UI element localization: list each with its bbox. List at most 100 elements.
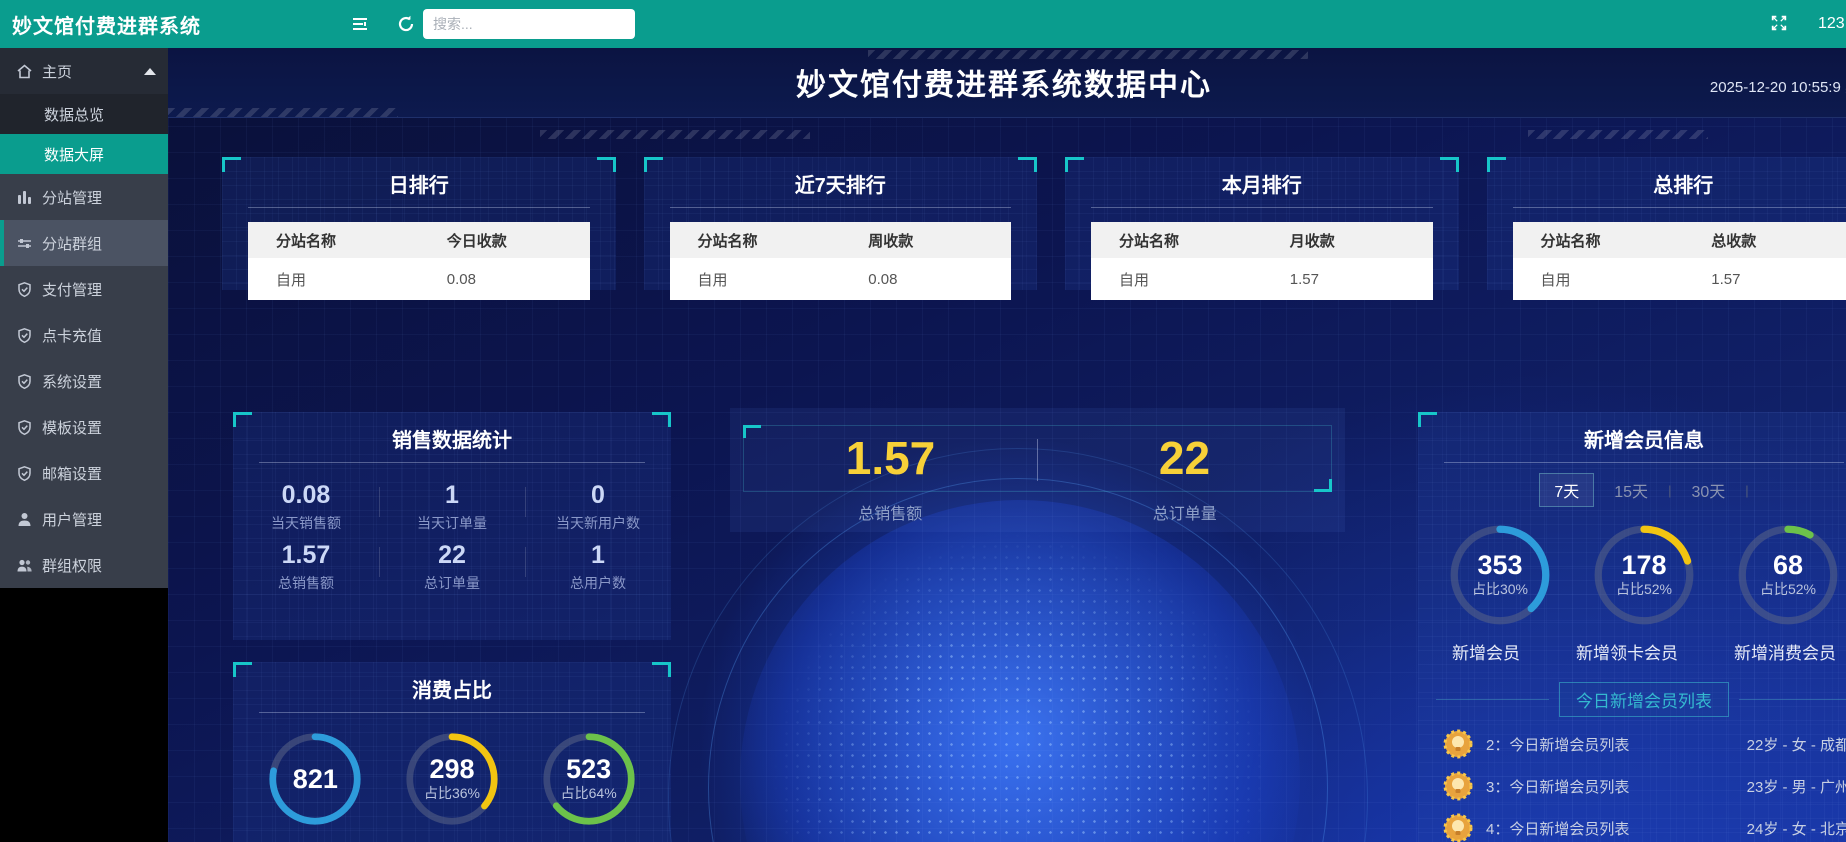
sidebar-item-label: 群组权限 (42, 557, 103, 575)
sidebar-item-data-overview[interactable]: 数据总览 (0, 94, 168, 134)
divider (1436, 699, 1549, 700)
member-rings-row: 353 占比30% 178 占比52% 68 占比52% (1418, 523, 1846, 627)
member-text: 2：今日新增会员列表 (1486, 736, 1630, 754)
user-icon (16, 511, 33, 528)
corner-bracket (1314, 479, 1332, 492)
card-title: 近7天排行 (794, 175, 886, 197)
total-orders-label: 总订单量 (1152, 506, 1217, 523)
rank-table: 分站名称 月收款 自用 1.57 (1091, 222, 1433, 300)
search-input[interactable] (423, 9, 635, 39)
sidebar-item-label: 分站群组 (42, 235, 103, 253)
dashboard-title: 妙文馆付费进群系统数据中心 (796, 69, 1212, 102)
username-label[interactable]: 123 (1818, 15, 1845, 32)
consume-rings-row: 821 298 占比36% 523 占比64% (233, 731, 671, 827)
tab-7-days[interactable]: 7天 (1539, 473, 1595, 507)
member-info: 24岁 - 女 - 北京 (1746, 820, 1846, 838)
member-list-item: 2：今日新增会员列表 22岁 - 女 - 成都 (1418, 729, 1846, 759)
donut-chart-consume-members: 68 占比52% (1736, 523, 1840, 627)
column-header: 今日收款 (446, 232, 507, 250)
total-sales-label: 总销售额 (858, 506, 923, 523)
sidebar-item-card-recharge[interactable]: 点卡充值 (0, 312, 168, 358)
member-text: 3：今日新增会员列表 (1486, 778, 1630, 796)
divider (259, 712, 645, 713)
sidebar-item-substation-manage[interactable]: 分站管理 (0, 174, 168, 220)
totals-box: 1.57 22 (743, 425, 1332, 492)
stats-grid: 0.08 当天销售额 1 当天订单量 0 当天新用户数 1.57 总销售额 22 总订单量… (233, 473, 671, 593)
sidebar-item-group-permissions[interactable]: 群组权限 (0, 542, 168, 588)
member-text: 4：今日新增会员列表 (1486, 820, 1630, 838)
ring-label: 新增消费会员 (1734, 644, 1836, 663)
card-title: 消费占比 (412, 680, 492, 702)
shield-check-icon (16, 327, 33, 344)
amount-value: 0.08 (446, 270, 476, 288)
rank-card-month: 本月排行 分站名称 月收款 自用 1.57 (1065, 157, 1459, 300)
sidebar-item-label: 邮箱设置 (42, 465, 103, 483)
donut-chart-card-members: 178 占比52% (1592, 523, 1696, 627)
site-name: 自用 (276, 271, 307, 289)
amount-value: 0.08 (868, 270, 898, 288)
columns-icon (16, 189, 33, 206)
shield-check-icon (16, 465, 33, 482)
rank-table: 分站名称 今日收款 自用 0.08 (248, 222, 590, 300)
column-header: 分站名称 (1540, 232, 1601, 250)
divider (1739, 699, 1846, 700)
shield-check-icon (16, 419, 33, 436)
rank-table: 分站名称 周收款 自用 0.08 (669, 222, 1011, 300)
dashboard-header: 妙文馆付费进群系统数据中心 2025-12-20 10:55:9 星期六 (168, 48, 1846, 118)
totals-panel: 1.57 22 总销售额 总订单量 (730, 408, 1345, 532)
member-list-item: 4：今日新增会员列表 24岁 - 女 - 北京 (1418, 813, 1846, 842)
new-members-panel: 新增会员信息 7天 15天 | 30天 | 353 占比30% 178 占比52% … (1418, 412, 1846, 842)
donut-chart-consume-1: 298 占比36% (404, 731, 500, 827)
collapse-menu-icon[interactable] (350, 14, 370, 34)
sidebar-item-label: 数据总览 (44, 106, 105, 124)
ring-label: 新增会员 (1452, 644, 1520, 663)
bulb-badge-icon (1442, 770, 1474, 802)
stat-total-orders: 22 总订单量 (378, 533, 525, 593)
today-members-list-button[interactable]: 今日新增会员列表 (1559, 682, 1729, 717)
period-tabs: 7天 15天 | 30天 | (1418, 473, 1846, 507)
shield-check-icon (16, 373, 33, 390)
users-icon (16, 557, 33, 574)
sidebar-item-substation-groups[interactable]: 分站群组 (0, 220, 168, 266)
rank-table: 分站名称 总收款 自用 1.57 (1512, 222, 1846, 300)
chevron-up-icon (144, 67, 156, 75)
ring-labels-row: 新增会员 新增领卡会员 新增消费会员 (1418, 639, 1846, 664)
sidebar-item-user-manage[interactable]: 用户管理 (0, 496, 168, 542)
tab-15-days[interactable]: 15天 (1614, 484, 1649, 501)
sidebar-item-payment-manage[interactable]: 支付管理 (0, 266, 168, 312)
site-name: 自用 (1119, 271, 1150, 289)
sidebar-item-system-settings[interactable]: 系统设置 (0, 358, 168, 404)
divider (1037, 439, 1038, 481)
member-info: 23岁 - 男 - 广州 (1746, 778, 1846, 796)
card-title: 日排行 (388, 175, 449, 197)
table-row: 自用 1.57 (1091, 258, 1433, 300)
total-sales-value: 1.57 (845, 432, 936, 484)
tab-separator: | (1745, 482, 1749, 498)
amount-value: 1.57 (1711, 270, 1741, 288)
sidebar-item-data-screen[interactable]: 数据大屏 (0, 134, 168, 174)
divider (1512, 207, 1846, 208)
amount-value: 1.57 (1289, 270, 1319, 288)
hatch-decoration (1528, 130, 1708, 139)
card-title: 销售数据统计 (392, 430, 512, 452)
ranking-cards-row: 日排行 分站名称 今日收款 自用 0.08 近7天排行 分站名称 周收款 自用 0.08… (222, 157, 1846, 300)
card-title: 本月排行 (1221, 175, 1302, 197)
tab-30-days[interactable]: 30天 (1691, 484, 1726, 501)
site-name: 自用 (1540, 271, 1571, 289)
donut-chart-new-members: 353 占比30% (1448, 523, 1552, 627)
rank-card-total: 总排行 分站名称 总收款 自用 1.57 (1486, 157, 1846, 300)
sidebar-item-label: 主页 (42, 63, 73, 81)
donut-chart-consume-0: 821 (267, 731, 363, 827)
sidebar-item-label: 支付管理 (42, 281, 103, 299)
sidebar-item-template-settings[interactable]: 模板设置 (0, 404, 168, 450)
rank-card-daily: 日排行 分站名称 今日收款 自用 0.08 (222, 157, 616, 300)
hatch-decoration (168, 108, 398, 117)
datetime-label: 2025-12-20 10:55:9 星期六 (1709, 79, 1846, 96)
fullscreen-icon[interactable] (1770, 14, 1790, 34)
sidebar-item-home[interactable]: 主页 (0, 48, 168, 94)
sidebar-item-label: 系统设置 (42, 373, 103, 391)
stat-total-sales: 1.57 总销售额 (277, 541, 334, 591)
sidebar-item-email-settings[interactable]: 邮箱设置 (0, 450, 168, 496)
refresh-icon[interactable] (396, 14, 416, 34)
card-title: 总排行 (1653, 175, 1714, 197)
